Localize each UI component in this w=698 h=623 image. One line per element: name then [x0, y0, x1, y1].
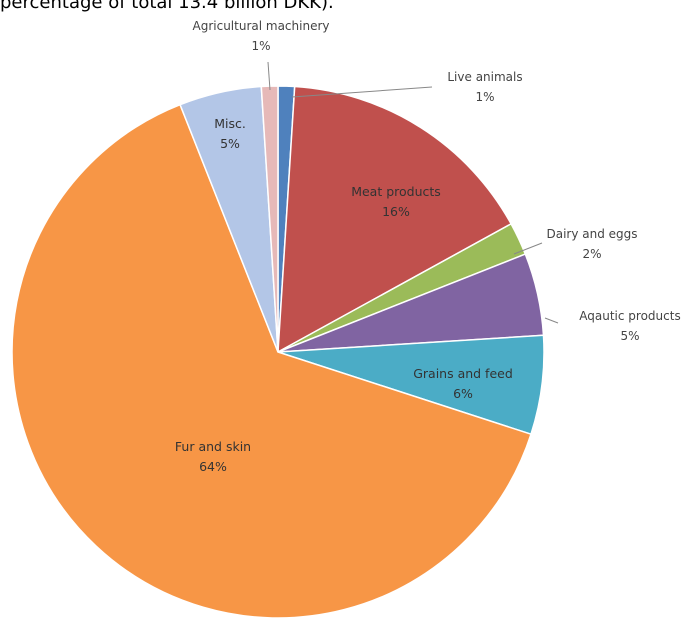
pie-slice-fur-and-skin	[11, 103, 532, 619]
slice-value-live-animals: 1%	[475, 90, 494, 104]
slice-label-fur-and-skin: Fur and skin	[175, 439, 251, 454]
slice-value-agricultural-machinery: 1%	[251, 39, 270, 53]
slice-label-grains-and-feed: Grains and feed	[413, 366, 513, 381]
slice-label-live-animals: Live animals	[447, 70, 522, 84]
slice-value-dairy-and-eggs: 2%	[582, 247, 601, 261]
slice-value-fur-and-skin: 64%	[199, 459, 227, 474]
slice-label-aqautic-products: Aqautic products	[579, 309, 680, 323]
pie-slice-meat-products	[277, 85, 513, 354]
chart-title: percentage of total 13.4 billion DKK).	[0, 0, 334, 13]
leader-line-live-animals	[291, 86, 433, 98]
slice-value-misc: 5%	[220, 136, 240, 151]
slice-label-misc: Misc.	[214, 116, 246, 131]
slice-value-grains-and-feed: 6%	[453, 386, 473, 401]
slice-value-aqautic-products: 5%	[620, 329, 639, 343]
slice-value-meat-products: 16%	[382, 204, 410, 219]
slice-label-meat-products: Meat products	[351, 184, 441, 199]
slice-label-dairy-and-eggs: Dairy and eggs	[546, 227, 637, 241]
leader-line-aqautic-products	[544, 317, 559, 324]
leader-line-dairy-and-eggs	[513, 242, 543, 255]
slice-label-agricultural-machinery: Agricultural machinery	[193, 19, 330, 33]
leader-line-agricultural-machinery	[267, 61, 271, 91]
